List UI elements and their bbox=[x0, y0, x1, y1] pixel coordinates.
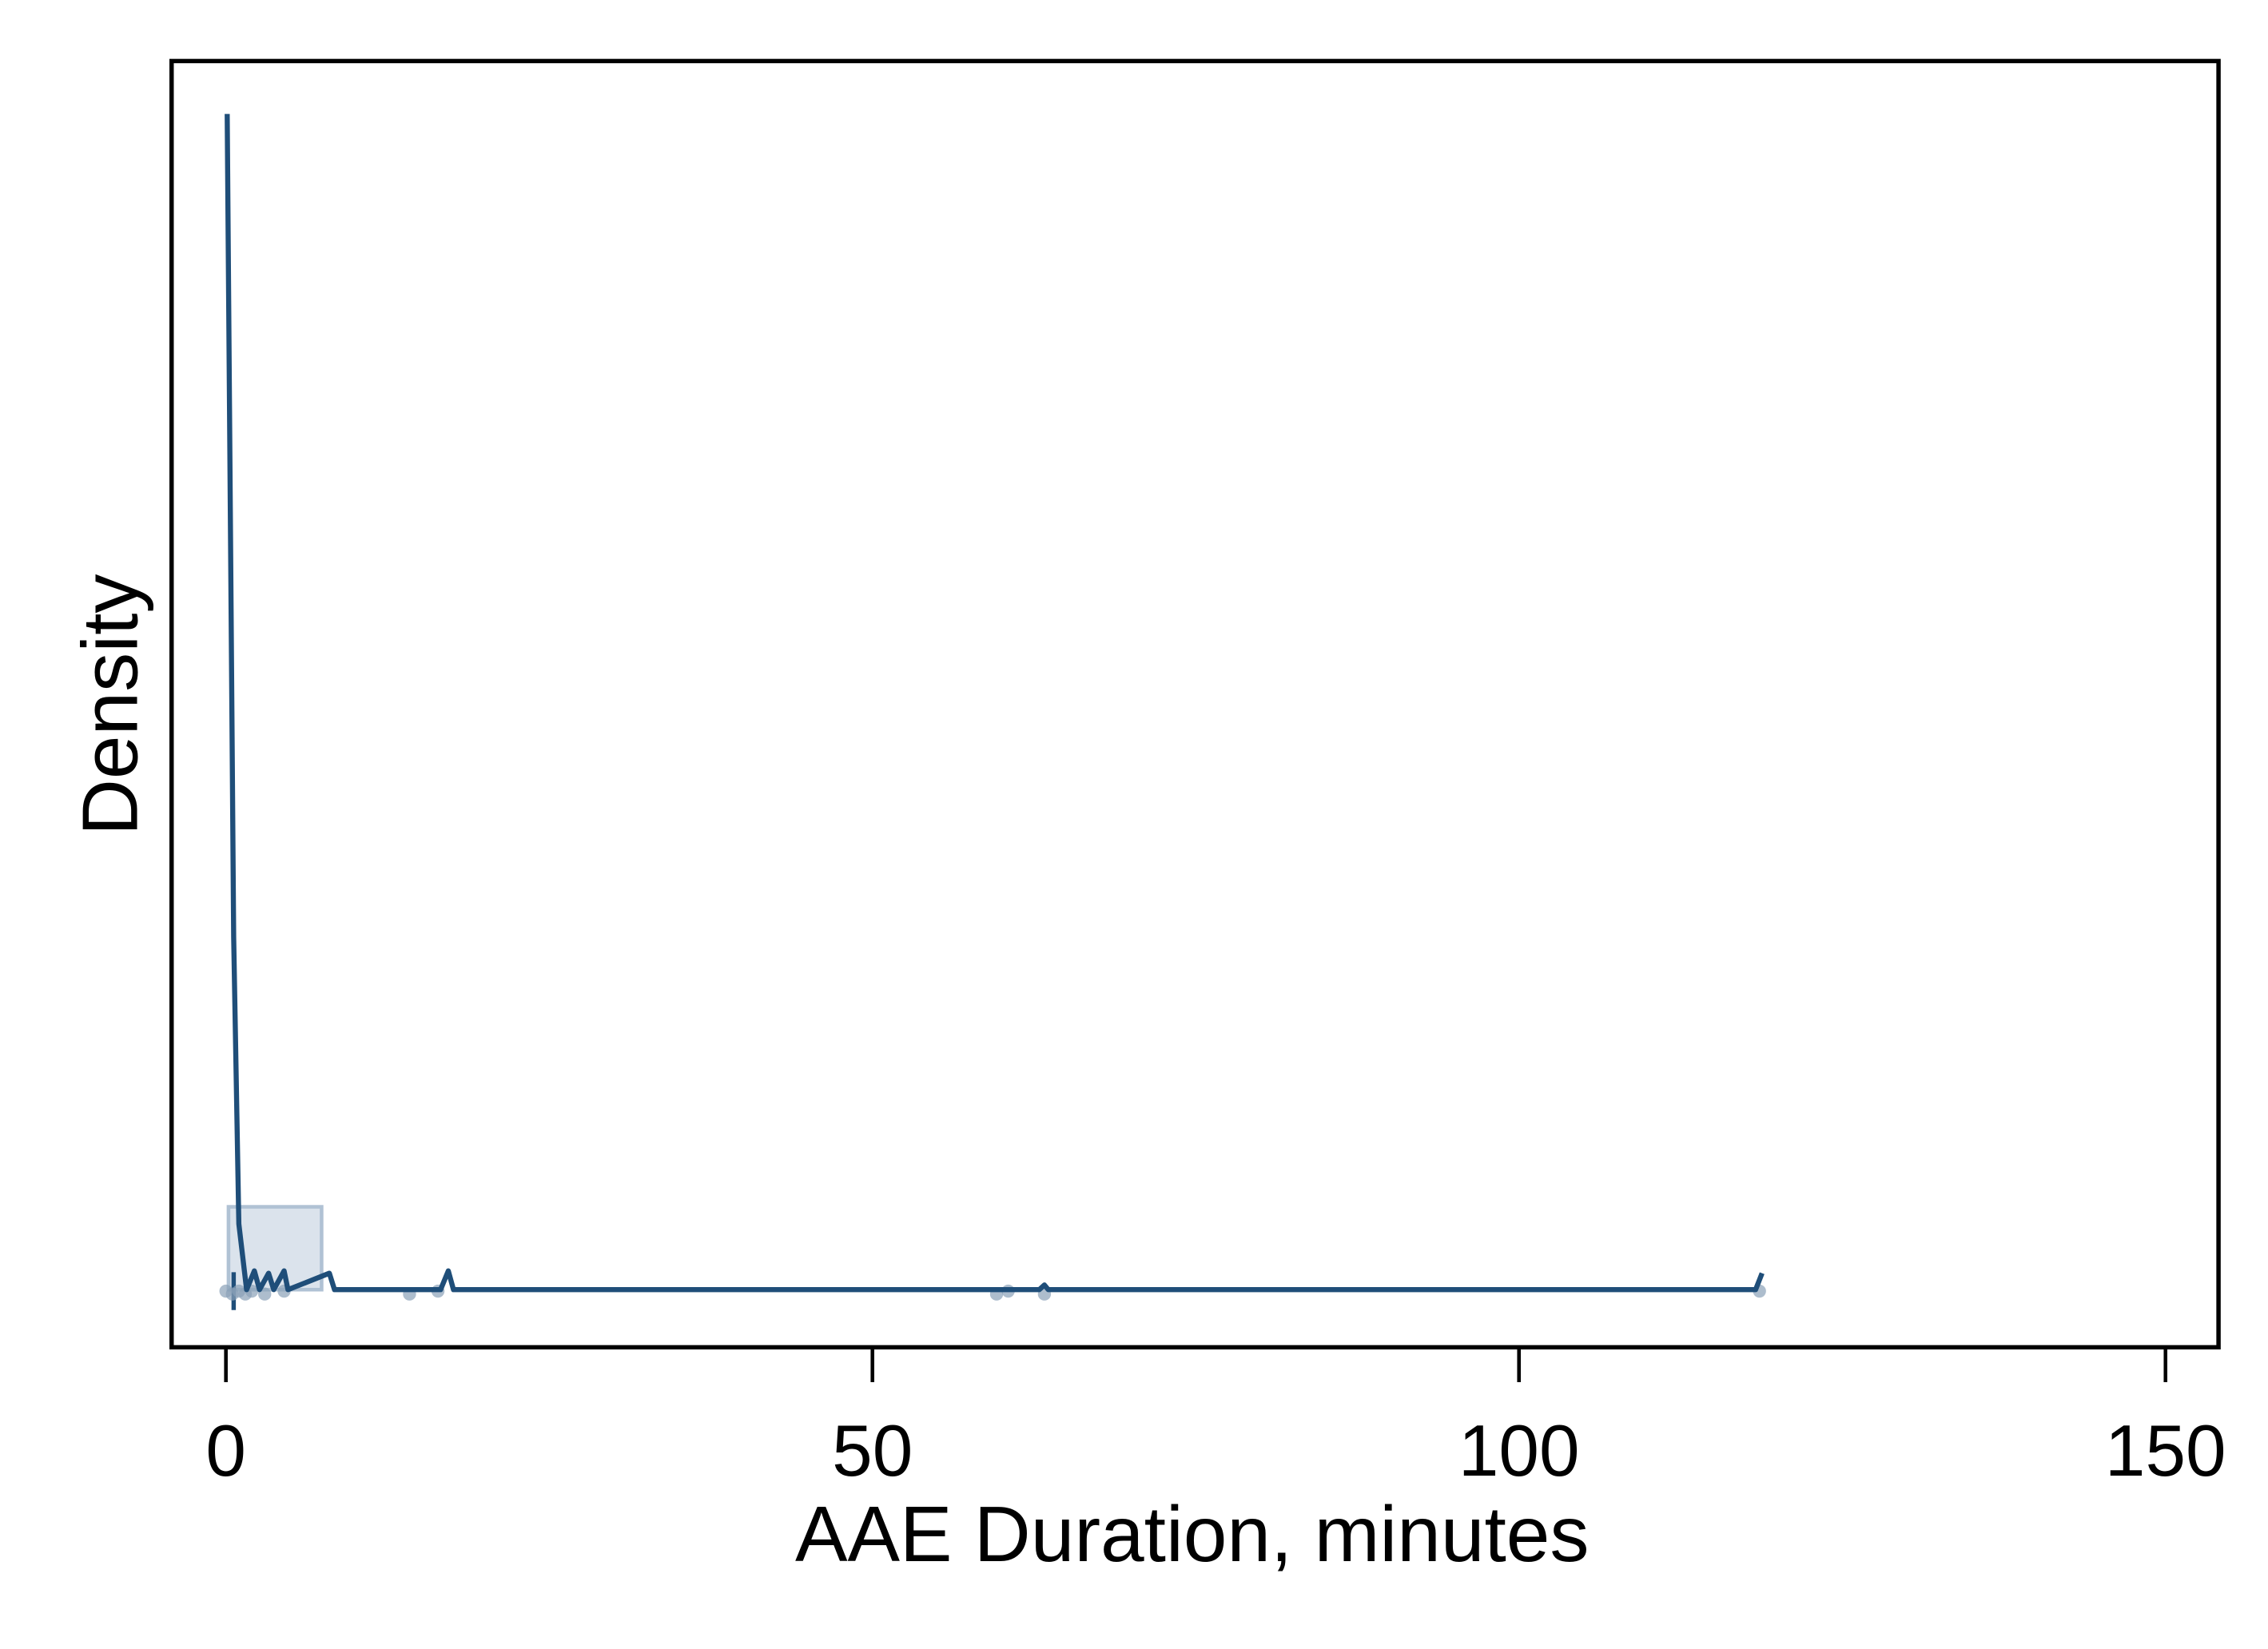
x-tick-label: 150 bbox=[2105, 1411, 2226, 1492]
x-tick-label: 50 bbox=[832, 1411, 913, 1492]
plot-frame bbox=[169, 58, 2221, 1350]
x-axis-label: AAE Duration, minutes bbox=[795, 1490, 1590, 1578]
density-line bbox=[225, 113, 1765, 1293]
y-axis-label: Density bbox=[66, 574, 154, 836]
x-tick-label: 100 bbox=[1458, 1411, 1580, 1492]
x-tick-label: 0 bbox=[205, 1411, 246, 1492]
